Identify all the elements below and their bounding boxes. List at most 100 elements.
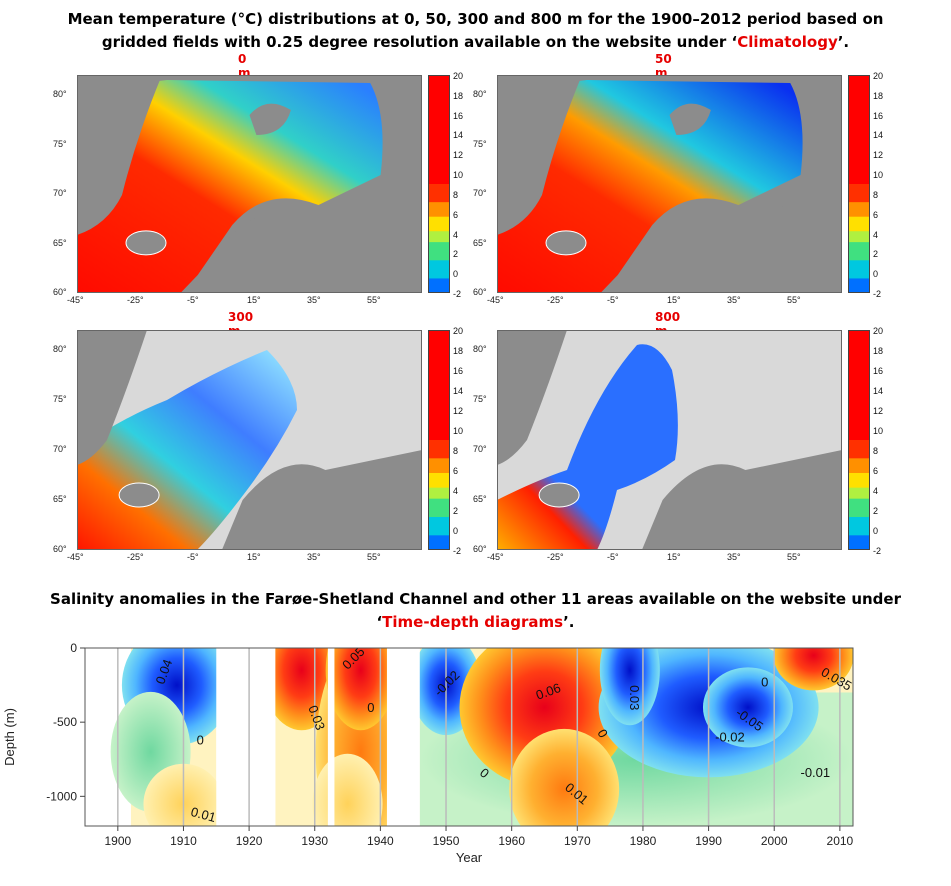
lat-tick: 80°: [473, 89, 487, 99]
lon-tick: 15°: [667, 295, 681, 305]
contour-label: 0: [197, 732, 204, 747]
contour-label: -0.02: [715, 729, 745, 744]
lon-tick: -25°: [127, 552, 144, 562]
lon-tick: 35°: [727, 552, 741, 562]
lon-tick: -45°: [67, 295, 84, 305]
map-field: [77, 330, 422, 550]
colorbar-tick: 2: [453, 506, 459, 516]
x-tick-label: 1900: [104, 834, 131, 848]
colorbar-tick: 18: [873, 346, 884, 356]
lon-tick: 35°: [727, 295, 741, 305]
salinity-diagram: 0.04 0 0.01 0.03 0.05 0 -0.02 0 0.06 0.01 0 0.03 -0.…: [0, 640, 951, 881]
y-tick-label: -500: [53, 715, 77, 729]
contour-label: 0.01: [189, 804, 217, 825]
colorbar-tick: 16: [873, 366, 884, 376]
map-field: [77, 75, 422, 293]
colorbar-tick: -2: [453, 289, 462, 299]
lon-tick: 15°: [667, 552, 681, 562]
colorbar-tick: 14: [873, 386, 884, 396]
lon-tick: -45°: [67, 552, 84, 562]
x-tick-label: 1990: [695, 834, 722, 848]
colorbar-tick: 8: [873, 446, 879, 456]
colorbar-tick: 14: [873, 130, 884, 141]
colorbar-tick: 4: [873, 229, 879, 240]
lon-tick: 35°: [307, 295, 321, 305]
lat-tick: 60°: [53, 287, 67, 297]
x-tick-label: 1920: [236, 834, 263, 848]
contour-label: 0: [367, 700, 374, 715]
colorbar-tick: -2: [873, 289, 882, 299]
colorbar-tick: 12: [873, 150, 884, 161]
colorbar-tick: 8: [453, 446, 459, 456]
top-title: Mean temperature (°C) distributions at 0…: [0, 8, 951, 54]
salinity-plot: 0.0400.010.030.050-0.0200.060.0100.03-0.…: [2, 641, 854, 865]
colorbar-tick: -2: [453, 546, 462, 556]
colorbar-tick: 10: [873, 426, 884, 436]
lon-tick: -25°: [127, 295, 144, 305]
lon-tick: 55°: [367, 295, 381, 305]
colorbar-tick: 8: [453, 189, 459, 200]
lat-tick: 75°: [53, 394, 67, 404]
lon-tick: 35°: [307, 552, 321, 562]
lon-tick: -45°: [487, 295, 504, 305]
y-axis-label: Depth (m): [2, 708, 17, 766]
lat-tick: 75°: [473, 394, 487, 404]
colorbar-tick: 8: [873, 189, 879, 200]
colorbar: [428, 330, 450, 550]
colorbar-tick: 10: [873, 170, 884, 181]
x-tick-label: 1910: [170, 834, 197, 848]
top-title-line1: Mean temperature (°C) distributions at 0…: [67, 10, 884, 28]
colorbar-tick: 20: [453, 71, 464, 81]
colorbar-tick: 10: [453, 426, 464, 436]
lon-tick: -25°: [547, 552, 564, 562]
bottom-title-line2: ‘Time-depth diagrams’.: [376, 613, 575, 631]
colorbar: [848, 75, 870, 293]
map-field: [497, 75, 842, 293]
x-tick-label: 1930: [301, 834, 328, 848]
lon-tick: 15°: [247, 295, 261, 305]
lat-tick: 70°: [53, 444, 67, 454]
lon-tick: 55°: [367, 552, 381, 562]
lat-tick: 80°: [473, 344, 487, 354]
x-tick-label: 2000: [761, 834, 788, 848]
x-axis-label: Year: [456, 850, 483, 865]
lat-tick: 65°: [473, 494, 487, 504]
lon-tick: -25°: [547, 295, 564, 305]
colorbar-tick: 4: [873, 486, 879, 496]
contour-label: 0: [761, 675, 768, 690]
colorbar-tick: 16: [873, 110, 884, 121]
colorbar-tick: 0: [453, 269, 459, 280]
colorbar: [428, 75, 450, 293]
colorbar-tick: 2: [873, 506, 879, 516]
colorbar-tick: 4: [453, 229, 459, 240]
colorbar-tick: 20: [873, 326, 884, 336]
x-tick-label: 1960: [498, 834, 525, 848]
colorbar-tick: 0: [873, 269, 879, 280]
lat-tick: 60°: [473, 544, 487, 554]
x-tick-label: 1940: [367, 834, 394, 848]
lat-tick: 70°: [473, 444, 487, 454]
top-title-line2: gridded fields with 0.25 degree resoluti…: [101, 33, 850, 51]
colorbar-tick: 0: [873, 526, 879, 536]
colorbar: [848, 330, 870, 550]
lat-tick: 80°: [53, 89, 67, 99]
colorbar-tick: 18: [873, 90, 884, 101]
colorbar-tick: 6: [453, 466, 459, 476]
colorbar-tick: 12: [873, 406, 884, 416]
x-tick-label: 1980: [630, 834, 657, 848]
lon-tick: 55°: [787, 295, 801, 305]
x-tick-label: 2010: [827, 834, 854, 848]
colorbar-tick: 18: [453, 90, 464, 101]
lon-tick: -45°: [487, 552, 504, 562]
lon-tick: 55°: [787, 552, 801, 562]
x-tick-label: 1970: [564, 834, 591, 848]
y-tick-label: 0: [70, 641, 77, 655]
colorbar-tick: 2: [453, 249, 459, 260]
colorbar-tick: 20: [873, 71, 884, 81]
colorbar-tick: 10: [453, 170, 464, 181]
colorbar-tick: 20: [453, 326, 464, 336]
y-tick-label: -1000: [46, 789, 77, 803]
colorbar-tick: 6: [873, 466, 879, 476]
lon-tick: -5°: [607, 552, 619, 562]
bottom-title: Salinity anomalies in the Farøe-Shetland…: [0, 588, 951, 634]
